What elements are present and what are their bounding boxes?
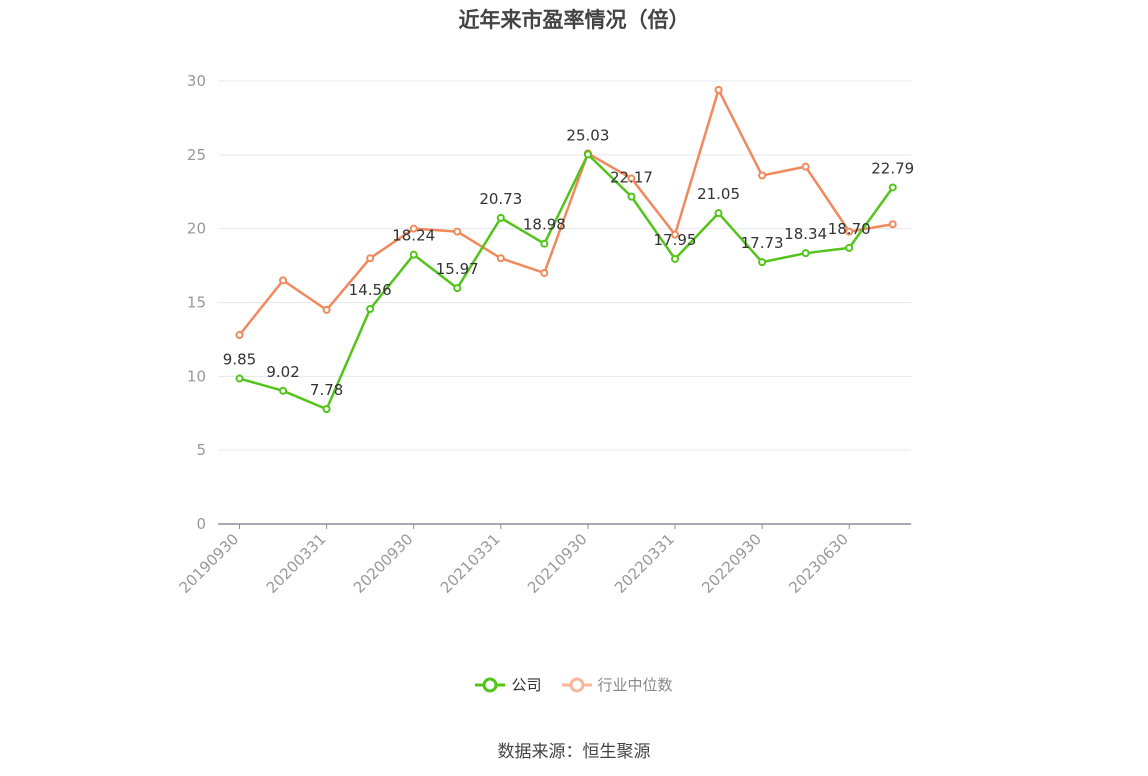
company-data-label: 20.73 bbox=[479, 190, 522, 208]
company-data-point bbox=[627, 192, 636, 201]
y-tick-label: 10 bbox=[187, 367, 206, 385]
company-data-point bbox=[801, 249, 810, 258]
company-data-point bbox=[366, 304, 375, 313]
x-tick-label: 20210930 bbox=[524, 530, 591, 597]
legend: 公司 行业中位数 bbox=[0, 674, 1148, 695]
company-data-label: 15.97 bbox=[436, 260, 479, 278]
industry-data-point bbox=[758, 171, 767, 180]
company-data-label: 25.03 bbox=[566, 126, 609, 144]
company-data-point bbox=[888, 183, 897, 192]
company-data-point bbox=[583, 150, 592, 159]
company-data-label: 17.73 bbox=[741, 234, 784, 252]
legend-item-industry-median[interactable]: 行业中位数 bbox=[561, 674, 673, 695]
y-tick-label: 25 bbox=[187, 146, 206, 164]
company-data-point bbox=[714, 209, 723, 218]
y-tick-label: 30 bbox=[187, 72, 206, 90]
company-data-point bbox=[540, 239, 549, 248]
legend-company-marker bbox=[475, 677, 506, 692]
industry-data-point bbox=[366, 254, 375, 263]
x-tick-label: 20230630 bbox=[785, 530, 852, 597]
y-tick-label: 15 bbox=[187, 294, 206, 312]
industry-data-point bbox=[627, 174, 636, 183]
company-data-point bbox=[453, 284, 462, 293]
company-data-point bbox=[845, 243, 854, 252]
company-data-label: 18.98 bbox=[523, 216, 566, 234]
company-data-label: 18.24 bbox=[392, 227, 435, 245]
industry-data-point bbox=[409, 224, 418, 233]
industry-data-point bbox=[845, 227, 854, 236]
industry-data-point bbox=[235, 330, 244, 339]
company-data-point bbox=[409, 250, 418, 259]
company-data-label: 22.17 bbox=[610, 169, 653, 187]
industry-data-point bbox=[322, 305, 331, 314]
industry-data-point bbox=[801, 162, 810, 171]
industry-series-line bbox=[238, 88, 893, 336]
company-series-line bbox=[239, 153, 894, 411]
industry-data-point bbox=[453, 227, 462, 236]
company-data-label: 7.78 bbox=[310, 381, 343, 399]
y-tick-label: 20 bbox=[187, 220, 206, 238]
source-note: 数据来源：恒生聚源 bbox=[497, 742, 651, 762]
company-data-label: 17.95 bbox=[654, 231, 697, 249]
industry-data-point bbox=[888, 220, 897, 229]
legend-label-company: 公司 bbox=[511, 676, 542, 694]
company-data-point bbox=[758, 258, 767, 267]
chart-title: 近年来市盈率情况（倍） bbox=[458, 8, 690, 32]
company-data-point bbox=[279, 386, 288, 395]
industry-data-point bbox=[714, 85, 723, 94]
industry-data-point bbox=[279, 276, 288, 285]
legend-industry-marker bbox=[561, 677, 592, 692]
industry-data-point bbox=[671, 230, 679, 239]
company-data-point bbox=[496, 213, 505, 222]
legend-label-industry-median: 行业中位数 bbox=[597, 676, 673, 694]
company-data-label: 18.34 bbox=[784, 225, 827, 243]
y-tick-label: 0 bbox=[196, 515, 206, 533]
x-tick-label: 20210331 bbox=[437, 530, 504, 597]
legend-item-company[interactable]: 公司 bbox=[475, 674, 542, 695]
company-data-point bbox=[671, 254, 679, 263]
company-data-label: 21.05 bbox=[697, 185, 740, 203]
company-data-label: 18.70 bbox=[828, 220, 871, 238]
company-data-label: 9.02 bbox=[266, 363, 299, 381]
y-tick-label: 5 bbox=[196, 441, 206, 459]
company-data-label: 9.85 bbox=[223, 351, 256, 369]
company-data-point bbox=[322, 405, 331, 414]
industry-data-point bbox=[496, 254, 505, 263]
x-tick-label: 20200930 bbox=[350, 530, 417, 597]
company-data-point bbox=[235, 374, 244, 383]
x-tick-label: 20190930 bbox=[176, 530, 243, 597]
x-tick-label: 20220930 bbox=[698, 530, 765, 597]
x-tick-label: 20220331 bbox=[611, 530, 678, 597]
company-data-label: 14.56 bbox=[349, 281, 392, 299]
company-data-label: 22.79 bbox=[871, 159, 914, 177]
x-tick-label: 20200331 bbox=[263, 530, 330, 597]
industry-data-point bbox=[540, 268, 549, 277]
